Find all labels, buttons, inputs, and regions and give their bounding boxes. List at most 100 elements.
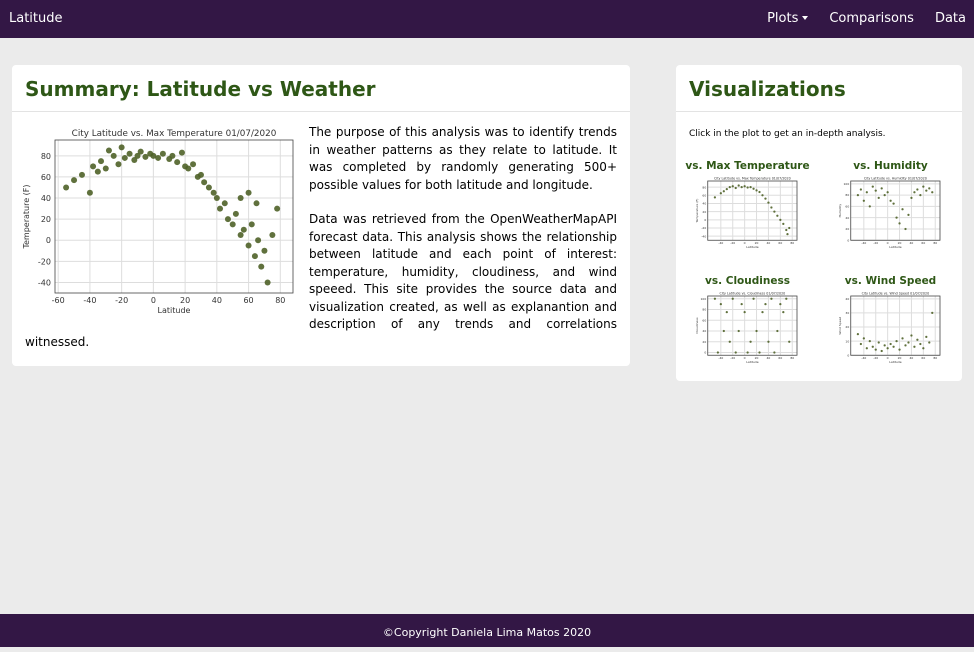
x-tick-label: 20	[755, 241, 759, 245]
point	[913, 191, 916, 194]
point	[764, 197, 767, 200]
point	[71, 177, 78, 184]
y-tick-label: 40	[845, 216, 849, 220]
summary-title: Summary: Latitude vs Weather	[12, 65, 630, 112]
point	[919, 342, 922, 346]
plot-frame	[707, 295, 798, 356]
point	[785, 228, 788, 232]
point	[737, 329, 740, 333]
thumb-chart[interactable]: City Latitude vs. Max Temperature 01/07/…	[695, 175, 800, 250]
chart-title: City Latitude vs. Cloudiness 01/07/2020	[719, 292, 785, 296]
paragraph: Data was retrieved from the OpenWeatherM…	[25, 212, 617, 349]
point	[764, 302, 767, 306]
thumb-chart[interactable]: City Latitude vs. Cloudiness 01/07/2020 -…	[695, 290, 800, 365]
thumb-chart[interactable]: City Latitude vs. Wind Speed 01/07/2020 -…	[838, 290, 943, 365]
brand[interactable]: Latitude	[9, 11, 63, 26]
point	[904, 227, 907, 231]
point	[874, 189, 877, 192]
y-tick-label: 30	[845, 311, 849, 315]
point	[770, 206, 773, 209]
point	[871, 185, 874, 188]
y-tick-label: -40	[701, 234, 706, 238]
point	[722, 329, 725, 333]
thumbnail[interactable]: vs. Wind Speed City Latitude vs. Wind Spe…	[819, 275, 962, 369]
point	[880, 349, 883, 353]
y-tick-label: 60	[702, 193, 706, 197]
point	[240, 226, 247, 233]
x-tick-label: 0	[744, 356, 746, 360]
point	[134, 152, 141, 159]
nav-link[interactable]: Comparisons	[829, 11, 914, 26]
y-tick-label: 100	[844, 182, 850, 186]
y-axis-label: Temperature (F)	[695, 199, 699, 224]
point	[749, 340, 752, 343]
point	[761, 311, 764, 314]
navbar: Latitude Plots Comparisons Data	[0, 0, 974, 38]
y-tick-label: 80	[702, 185, 706, 189]
point	[910, 196, 913, 200]
thumb-label: vs. Humidity	[853, 160, 928, 172]
point	[856, 193, 860, 197]
point	[63, 184, 70, 191]
thumbnail[interactable]: vs. Humidity City Latitude vs. Humidity 0…	[819, 160, 962, 254]
point	[874, 348, 877, 351]
point	[755, 329, 758, 333]
point	[786, 232, 789, 236]
point	[178, 149, 185, 156]
y-tick-label: 40	[845, 297, 849, 301]
x-tick-label: -20	[873, 241, 878, 245]
thumbnail[interactable]: vs. Max Temperature City Latitude vs. Max…	[676, 160, 819, 254]
point	[245, 189, 252, 196]
x-tick-label: 80	[790, 241, 794, 245]
point	[877, 341, 880, 344]
point	[86, 189, 93, 196]
point	[767, 340, 770, 343]
point	[752, 297, 755, 300]
x-tick-label: 60	[921, 241, 925, 245]
point	[755, 189, 758, 192]
x-tick-label: 0	[887, 356, 889, 360]
x-tick-label: 40	[910, 356, 914, 360]
x-tick-label: -40	[718, 356, 723, 360]
point	[910, 334, 913, 337]
x-tick-label: -40	[861, 356, 866, 360]
point	[274, 205, 281, 212]
point	[743, 311, 746, 314]
x-tick-label: 80	[933, 356, 937, 360]
point	[862, 337, 865, 340]
point	[868, 340, 871, 343]
point	[859, 188, 862, 191]
thumb-chart[interactable]: City Latitude vs. Humidity 01/07/2020 -40…	[838, 175, 943, 250]
point	[785, 297, 788, 300]
point	[788, 340, 791, 343]
nav-link[interactable]: Plots	[767, 11, 808, 26]
nav-link[interactable]: Data	[934, 11, 966, 26]
point	[928, 187, 931, 190]
plot-frame	[850, 180, 941, 241]
point	[922, 347, 925, 350]
x-tick-label: -40	[83, 296, 96, 305]
point	[752, 187, 755, 190]
x-tick-label: 0	[744, 241, 746, 245]
y-tick-label: 40	[702, 202, 706, 206]
y-tick-label: 80	[41, 152, 51, 161]
x-axis-label: Latitude	[746, 245, 759, 249]
x-axis-label: Latitude	[889, 360, 902, 364]
thumbnail[interactable]: vs. Cloudiness City Latitude vs. Cloudine…	[676, 275, 819, 369]
x-axis-label: Latitude	[746, 360, 759, 364]
point	[731, 185, 734, 188]
point	[883, 193, 886, 197]
y-tick-label: 0	[847, 238, 849, 242]
point	[245, 242, 252, 249]
point	[110, 152, 117, 159]
paragraph: The purpose of this analysis was to iden…	[309, 125, 617, 192]
summary-body: City Latitude vs. Max Temperature 01/07/…	[12, 112, 630, 351]
point	[868, 205, 871, 208]
point	[877, 196, 880, 200]
point	[886, 347, 889, 350]
point	[907, 213, 910, 216]
point	[185, 165, 192, 172]
point	[213, 195, 220, 202]
point	[773, 210, 776, 213]
chart-title: City Latitude vs. Humidity 01/07/2020	[864, 177, 927, 181]
